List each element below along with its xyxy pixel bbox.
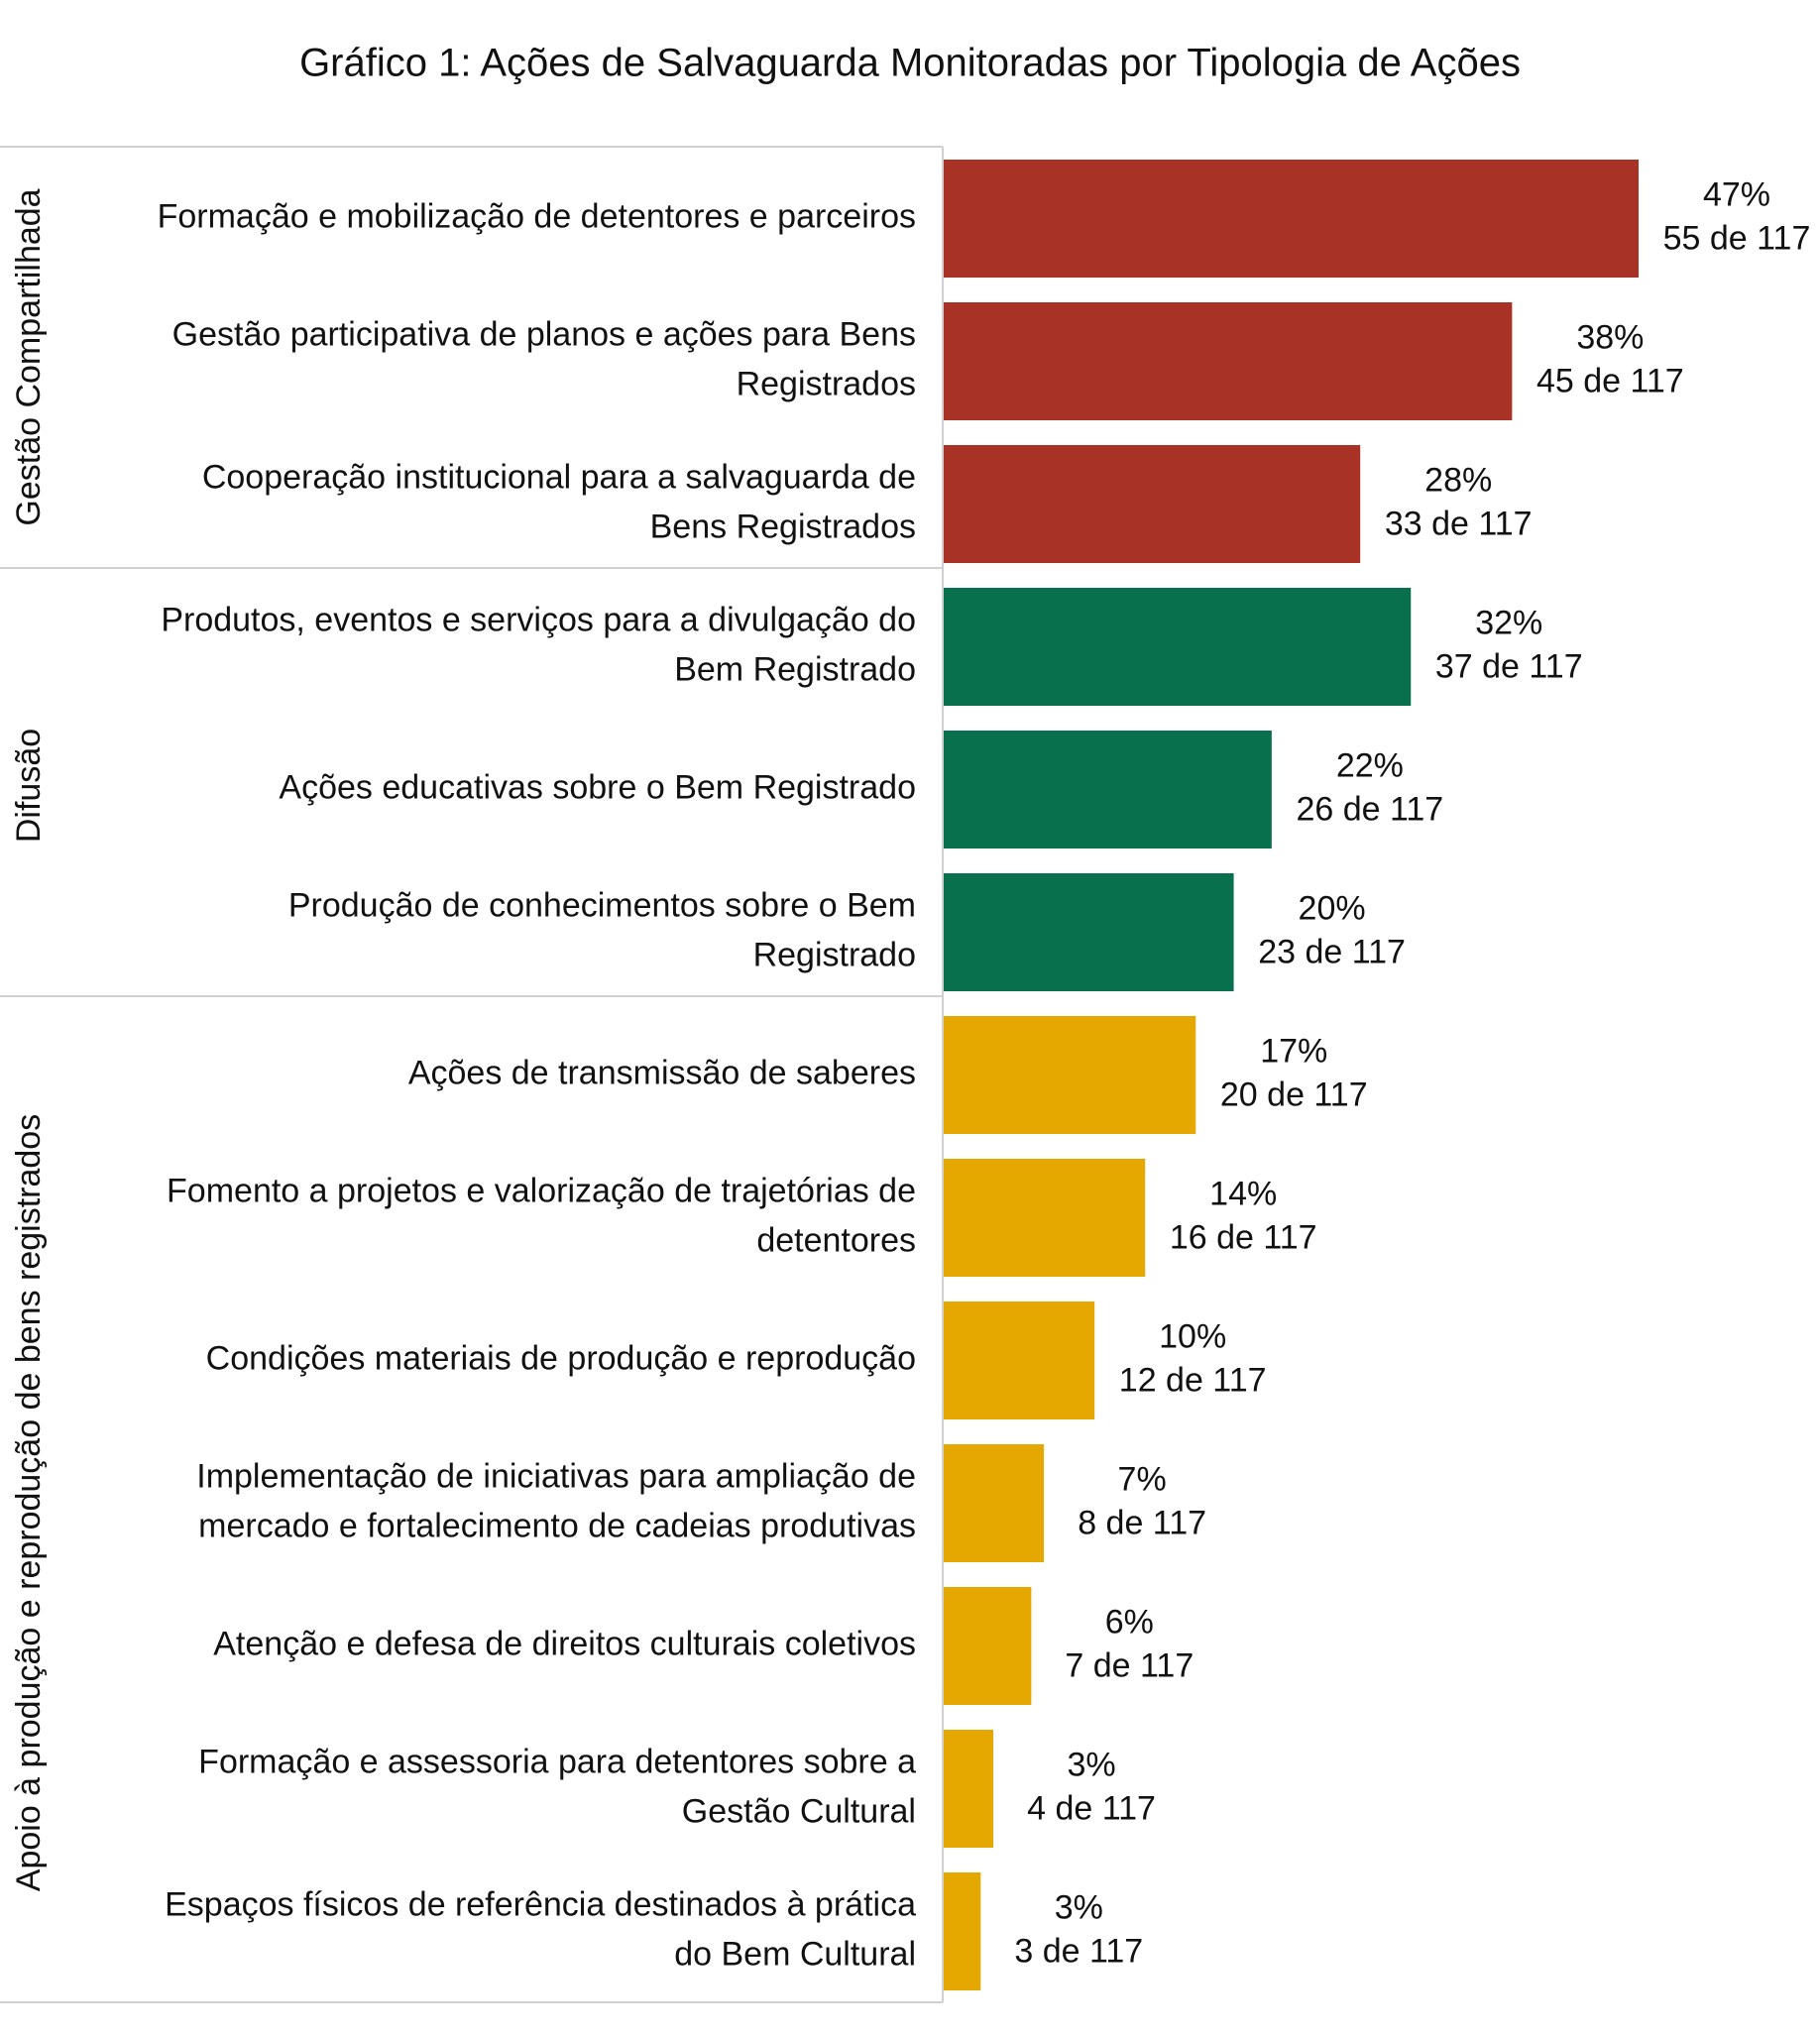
category-label: Fomento a projetos e valorização de traj… — [167, 1172, 916, 1209]
bar — [943, 1016, 1196, 1134]
category-label: Condições materiais de produção e reprod… — [206, 1339, 916, 1377]
bar — [943, 1159, 1146, 1277]
data-label-count: 7 de 117 — [1065, 1646, 1194, 1684]
data-label-percent: 3% — [1067, 1746, 1115, 1783]
category-label: Formação e mobilização de detentores e p… — [158, 197, 916, 235]
category-label: mercado e fortalecimento de cadeias prod… — [198, 1507, 916, 1544]
chart-title: Gráfico 1: Ações de Salvaguarda Monitora… — [299, 42, 1521, 85]
category-label: Cooperação institucional para a salvagua… — [202, 458, 916, 496]
bar — [943, 1444, 1045, 1562]
category-label: Espaços físicos de referência destinados… — [165, 1885, 916, 1923]
group-label: Difusão — [10, 729, 48, 843]
data-label-percent: 47% — [1703, 175, 1770, 213]
data-label-count: 23 de 117 — [1258, 933, 1406, 970]
category-label: Ações de transmissão de saberes — [408, 1054, 916, 1091]
data-label-count: 3 de 117 — [1014, 1932, 1143, 1970]
group-label: Apoio à produção e reprodução de bens re… — [10, 1114, 48, 1891]
bar — [943, 873, 1234, 991]
category-label: Gestão Cultural — [682, 1792, 916, 1830]
data-label-percent: 38% — [1576, 318, 1644, 356]
bar — [943, 731, 1272, 849]
data-label-percent: 7% — [1118, 1460, 1167, 1498]
data-label-count: 12 de 117 — [1119, 1361, 1267, 1399]
category-label: Implementação de iniciativas para amplia… — [196, 1457, 916, 1495]
data-label-count: 45 de 117 — [1536, 362, 1684, 399]
category-label: Produtos, eventos e serviços para a divu… — [161, 601, 916, 638]
data-label-percent: 20% — [1299, 889, 1366, 927]
category-label: Bens Registrados — [650, 508, 916, 545]
category-label: Ações educativas sobre o Bem Registrado — [279, 768, 916, 806]
data-label-count: 8 de 117 — [1078, 1504, 1206, 1541]
bar — [943, 1872, 981, 1990]
category-label: Gestão participativa de planos e ações p… — [172, 315, 916, 353]
data-label-percent: 32% — [1475, 604, 1542, 641]
data-label-count: 37 de 117 — [1435, 647, 1583, 685]
data-label-percent: 6% — [1105, 1603, 1154, 1641]
bar — [943, 302, 1513, 420]
group-label: Gestão Compartilhada — [10, 188, 48, 525]
category-label: Registrados — [737, 365, 916, 402]
data-label-count: 33 de 117 — [1385, 505, 1533, 542]
bar — [943, 445, 1361, 563]
category-label: Produção de conhecimentos sobre o Bem — [288, 886, 916, 924]
data-label-count: 16 de 117 — [1170, 1218, 1317, 1256]
data-label-percent: 3% — [1055, 1888, 1103, 1926]
category-label: Formação e assessoria para detentores so… — [198, 1743, 916, 1780]
data-label-count: 4 de 117 — [1027, 1789, 1156, 1827]
bar — [943, 588, 1412, 706]
data-label-count: 55 de 117 — [1663, 219, 1811, 257]
bar — [943, 1587, 1032, 1705]
bar — [943, 160, 1639, 278]
category-label: detentores — [756, 1221, 916, 1259]
category-label: do Bem Cultural — [674, 1935, 916, 1973]
plot-area: Formação e mobilização de detentores e p… — [0, 146, 1811, 2003]
bar — [943, 1302, 1095, 1419]
category-label: Bem Registrado — [674, 650, 916, 688]
category-label: Registrado — [753, 936, 916, 973]
data-label-count: 20 de 117 — [1220, 1076, 1368, 1113]
data-label-percent: 14% — [1209, 1175, 1277, 1212]
data-label-percent: 10% — [1159, 1317, 1226, 1355]
data-label-percent: 28% — [1424, 461, 1492, 499]
category-label: Atenção e defesa de direitos culturais c… — [213, 1625, 916, 1662]
data-label-percent: 22% — [1336, 746, 1404, 784]
bar — [943, 1730, 994, 1848]
data-label-percent: 17% — [1260, 1032, 1327, 1070]
data-label-count: 26 de 117 — [1296, 790, 1443, 828]
